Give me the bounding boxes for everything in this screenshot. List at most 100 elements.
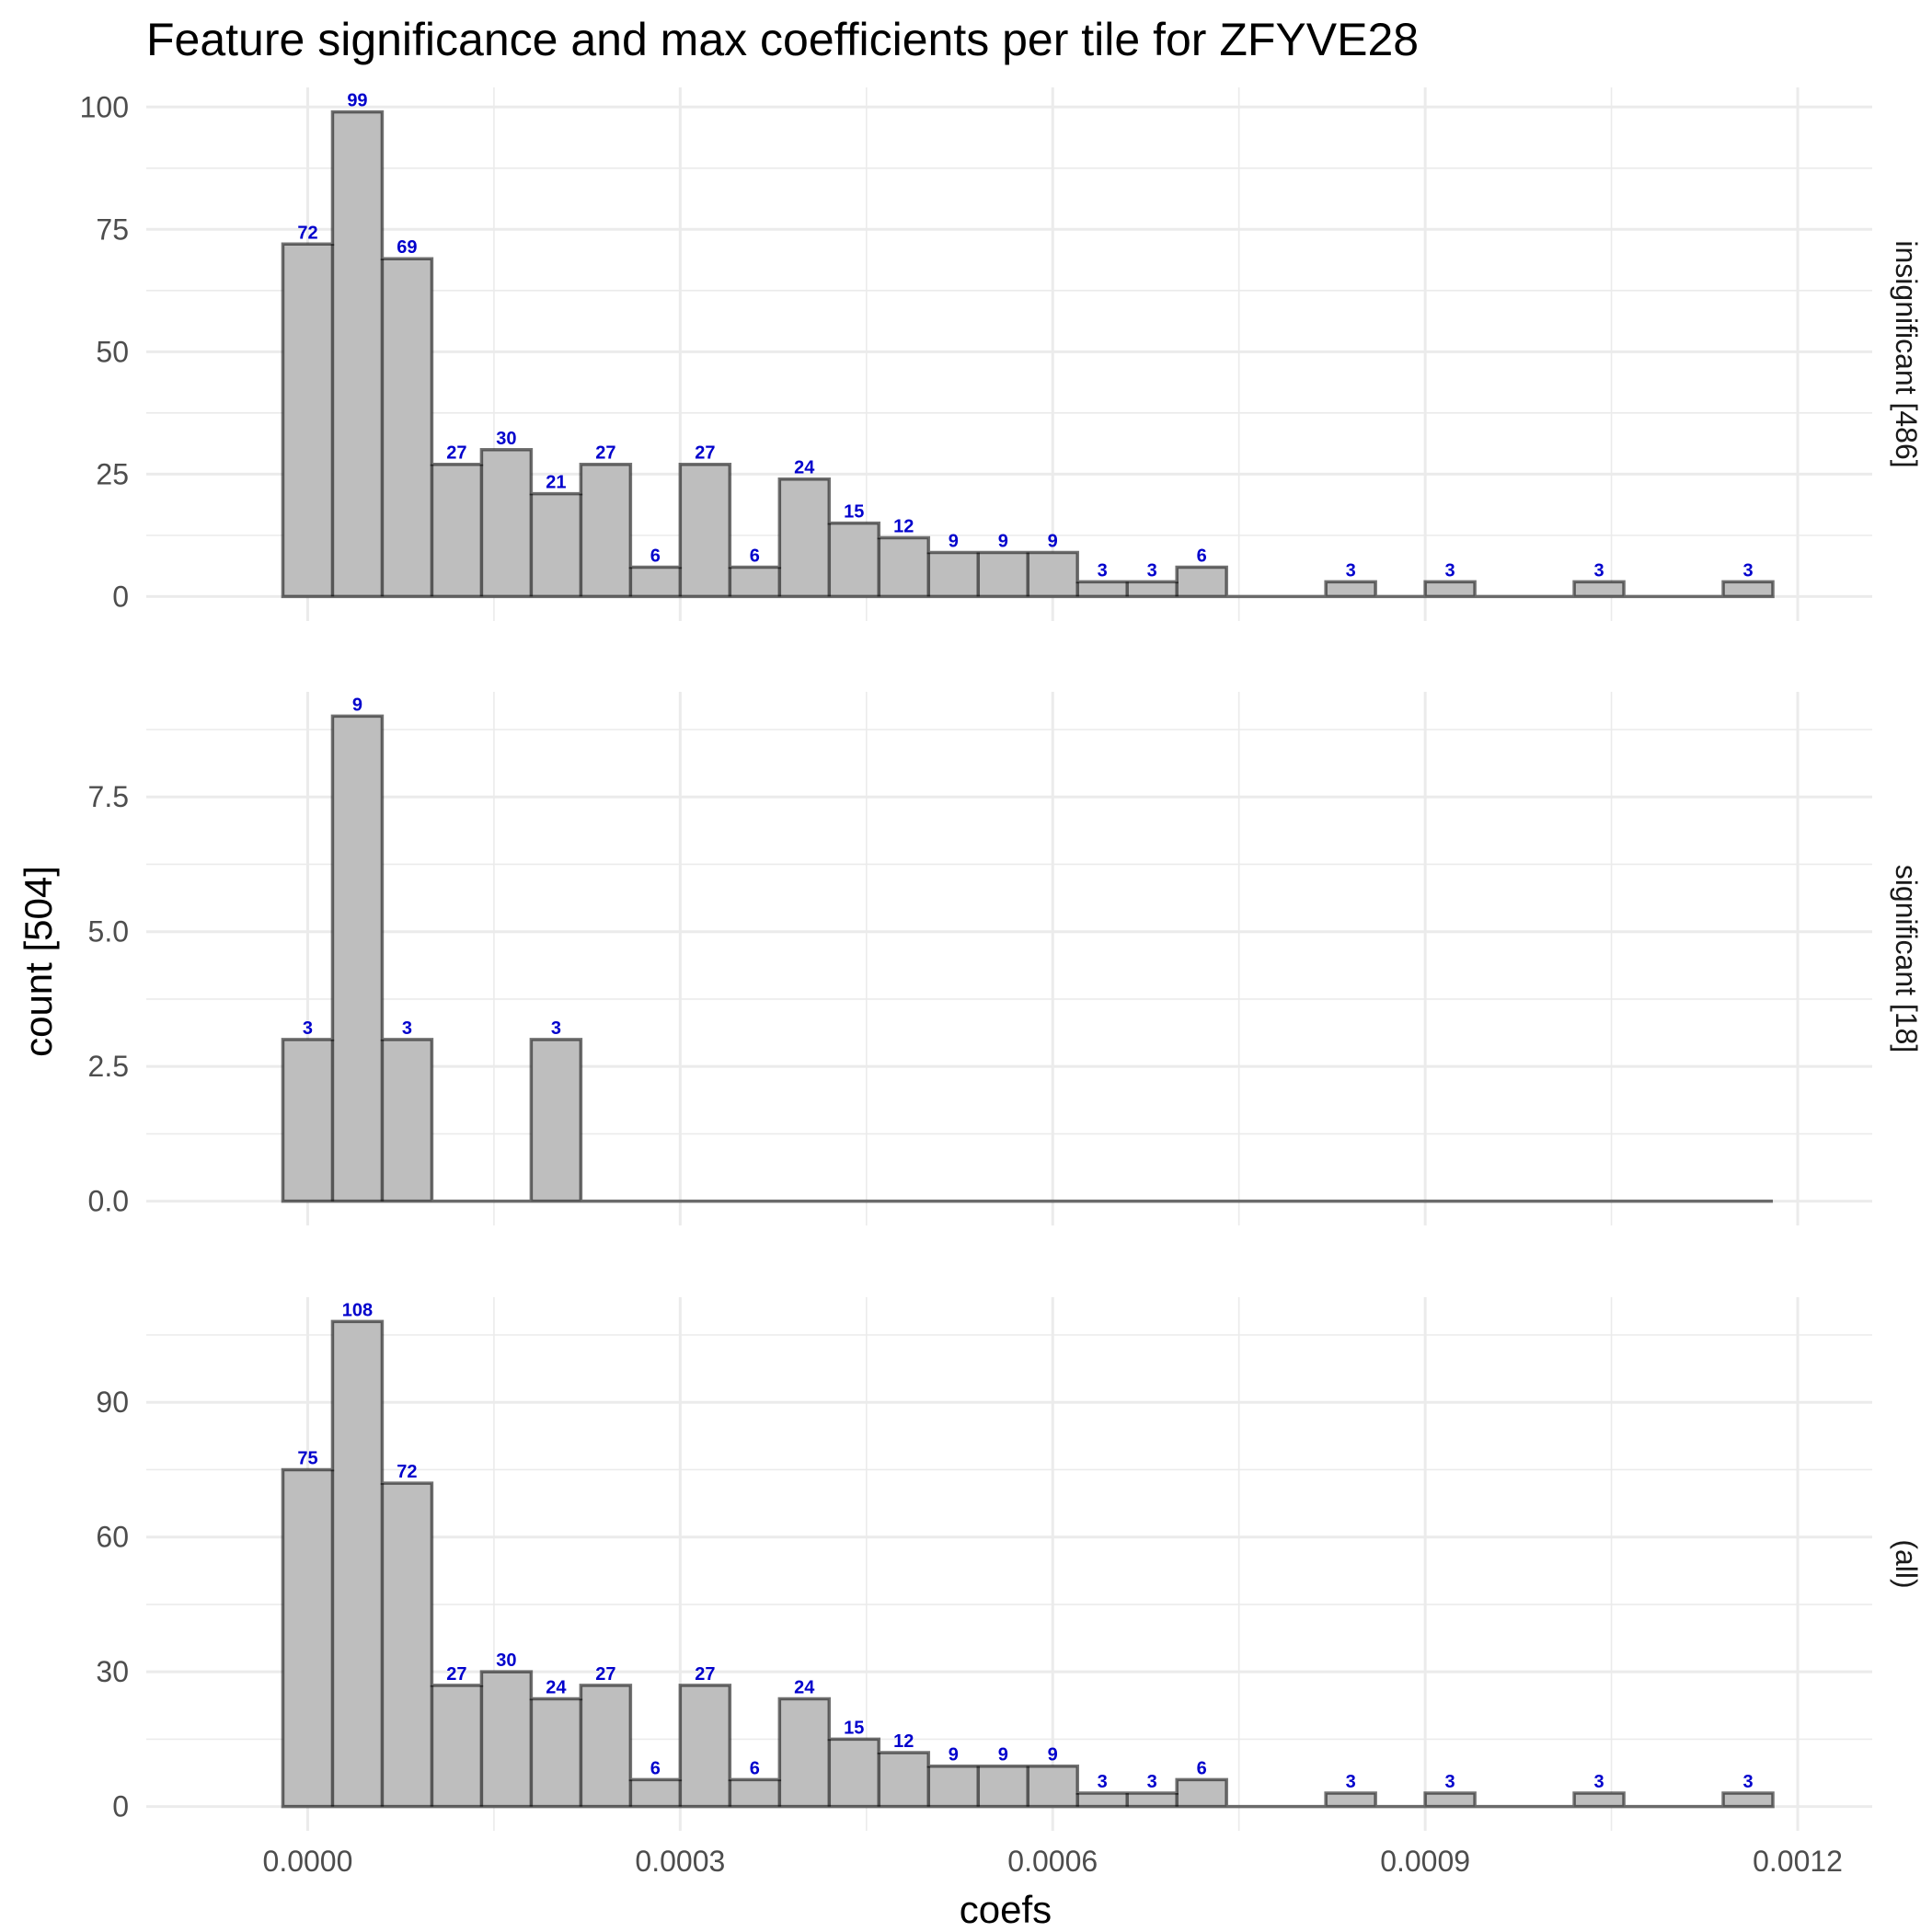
histogram-bar (431, 1685, 482, 1807)
bar-value-label: 3 (1445, 1772, 1455, 1792)
histogram-bar (1723, 1792, 1774, 1807)
x-tick-label: 0.0000 (263, 1845, 353, 1878)
y-tick-label: 60 (96, 1521, 129, 1554)
histogram-bar (1177, 1779, 1227, 1807)
histogram-bar (1574, 581, 1625, 597)
histogram-bar (1574, 1792, 1625, 1807)
bar-value-label: 3 (1147, 1772, 1157, 1792)
bar-value-label: 69 (397, 237, 417, 258)
bar-value-label: 15 (844, 502, 864, 523)
histogram-bar (332, 1321, 383, 1807)
bar-value-label: 3 (1594, 560, 1604, 581)
bar-value-label: 24 (794, 1677, 815, 1697)
bar-value-label: 9 (949, 1745, 959, 1765)
y-tick-label: 0 (112, 580, 129, 613)
bar-value-label: 27 (695, 443, 715, 464)
bar-value-label: 27 (695, 1664, 715, 1685)
bar-value-label: 99 (347, 91, 367, 111)
bar-value-label: 3 (1346, 1772, 1356, 1792)
histogram-bar (1326, 581, 1376, 597)
histogram-bar (581, 1685, 631, 1807)
bar-value-label: 72 (297, 223, 317, 243)
facet-panel: 0.0 2.5 5.0 7.5 3 9 3 3 significant [18] (88, 692, 1923, 1225)
bar-value-label: 15 (844, 1718, 864, 1738)
bar-value-label: 3 (1098, 1772, 1108, 1792)
y-tick-label: 75 (96, 213, 129, 246)
histogram-bar (928, 552, 979, 597)
bar-value-label: 9 (1048, 1745, 1058, 1765)
bar-value-label: 27 (446, 1664, 466, 1685)
bar-value-label: 3 (1742, 1772, 1753, 1792)
facet-panel: 0 30 60 90 75 108 72 27 30 24 27 6 27 6 24 15 12 9 9 9 3 3 6 3 3… (96, 1297, 1923, 1831)
histogram-bar (879, 1753, 929, 1807)
histogram-bar (1177, 567, 1227, 597)
facet-strip-label: (all) (1890, 1539, 1923, 1588)
y-tick-label: 50 (96, 335, 129, 368)
bar-value-label: 9 (949, 532, 959, 552)
histogram-bar (680, 1685, 730, 1807)
x-axis: 0.0000 0.0003 0.0006 0.0009 0.0012 (263, 1845, 1843, 1878)
histogram-bar (382, 1039, 432, 1202)
bar-value-label: 3 (1445, 560, 1455, 581)
bar-value-label: 12 (893, 1731, 914, 1752)
x-tick-label: 0.0012 (1753, 1845, 1843, 1878)
bar-value-label: 6 (750, 546, 760, 566)
histogram-bar (1028, 1765, 1078, 1807)
histogram-bar (282, 244, 333, 597)
histogram-bar (1127, 581, 1178, 597)
histogram-bar (730, 567, 780, 597)
bar-value-label: 6 (1197, 546, 1207, 566)
histogram-bar (531, 493, 581, 597)
bar-value-label: 3 (551, 1018, 561, 1039)
y-tick-label: 0 (112, 1790, 129, 1823)
histogram-bar (332, 111, 383, 597)
histogram-bar (829, 1739, 880, 1807)
x-tick-label: 0.0006 (1007, 1845, 1098, 1878)
bar-value-label: 108 (342, 1300, 373, 1320)
bar-value-label: 9 (352, 695, 362, 715)
histogram-outline (281, 714, 1774, 1203)
y-tick-label: 0.0 (88, 1185, 129, 1218)
bar-value-label: 24 (546, 1677, 567, 1697)
histogram-bar (382, 1483, 432, 1807)
x-axis-title: coefs (960, 1888, 1052, 1931)
histogram-bar (1077, 581, 1128, 597)
histogram-bar (978, 552, 1029, 597)
bar-value-label: 12 (893, 517, 914, 537)
bar-value-label: 27 (595, 443, 615, 464)
histogram-bar (1723, 581, 1774, 597)
bar-value-label: 3 (1346, 560, 1356, 581)
bar-value-label: 30 (496, 429, 516, 449)
histogram-bar (779, 478, 830, 597)
y-tick-label: 25 (96, 457, 129, 490)
histogram-bar (680, 464, 730, 597)
histogram-bar (1127, 1792, 1178, 1807)
histogram-bar (630, 567, 681, 597)
bar-value-label: 3 (303, 1018, 313, 1039)
chart-title: Feature significance and max coefficient… (146, 14, 1419, 65)
y-axis-title: count [504] (17, 866, 60, 1057)
bar-value-label: 3 (1742, 560, 1753, 581)
histogram-bar (1425, 1792, 1476, 1807)
bar-value-label: 9 (998, 1745, 1008, 1765)
histogram-bar (481, 1672, 532, 1807)
facet-strip-label: insignificant [486] (1890, 240, 1923, 467)
histogram-bar (978, 1765, 1029, 1807)
histogram-bar (282, 1039, 333, 1202)
histogram-bar (481, 449, 532, 597)
histogram-bar (879, 537, 929, 597)
x-tick-label: 0.0009 (1380, 1845, 1470, 1878)
bar-value-label: 6 (1197, 1758, 1207, 1778)
x-tick-label: 0.0003 (635, 1845, 725, 1878)
bar-value-label: 75 (297, 1448, 317, 1468)
bar-value-label: 9 (998, 532, 1008, 552)
y-tick-label: 5.0 (88, 915, 129, 949)
y-tick-label: 30 (96, 1655, 129, 1688)
bar-value-label: 3 (1147, 560, 1157, 581)
y-tick-label: 100 (80, 90, 129, 123)
histogram-bar (1028, 552, 1078, 597)
y-tick-label: 90 (96, 1386, 129, 1419)
